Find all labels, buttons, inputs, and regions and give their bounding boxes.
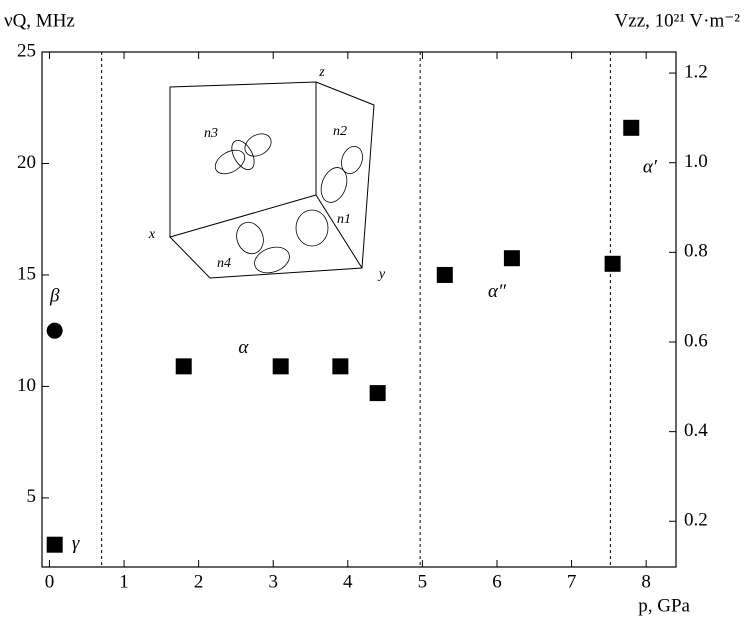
x-tick-label: 7: [567, 571, 577, 592]
x-tick-label: 5: [418, 571, 428, 592]
y-tick-label: 15: [17, 263, 36, 284]
point: [46, 536, 63, 553]
inset-box: [169, 81, 375, 279]
annotation: α: [238, 337, 249, 358]
inset-label: n1: [337, 212, 351, 227]
inset-diagram: [169, 81, 375, 279]
y2-tick-label: 0.6: [684, 330, 708, 351]
y2-tick-label: 1.0: [684, 151, 708, 172]
y2-tick-label: 1.2: [684, 61, 708, 82]
y-tick-label: 10: [17, 375, 36, 396]
orbitals: [214, 133, 363, 274]
point: [46, 322, 63, 339]
x-tick-label: 2: [194, 571, 204, 592]
y-tick-label: 20: [17, 152, 36, 173]
point: [272, 358, 289, 375]
point: [604, 255, 621, 272]
point: [623, 119, 640, 136]
y-axis-label: νQ, MHz: [4, 10, 75, 31]
point: [332, 358, 349, 375]
y2-tick-label: 0.2: [684, 510, 708, 531]
inset-label: n4: [217, 256, 231, 271]
point: [369, 385, 386, 402]
x-tick-label: 1: [119, 571, 129, 592]
point: [175, 358, 192, 375]
inset-label: n2: [333, 124, 347, 139]
inset-axis-label: x: [148, 227, 156, 242]
annotation: β: [49, 286, 60, 307]
annotation: γ: [72, 533, 80, 554]
x-tick-label: 8: [641, 571, 651, 592]
annotation: α′: [643, 156, 658, 177]
inset-axis-label: z: [318, 65, 325, 80]
annotation: α″: [488, 281, 507, 302]
inset-axis-label: y: [377, 267, 386, 282]
inset-label: n3: [204, 126, 218, 141]
y-tick-label: 25: [17, 40, 36, 61]
x-tick-label: 4: [343, 571, 353, 592]
point: [503, 250, 520, 267]
x-tick-label: 6: [492, 571, 502, 592]
plot-frame: [41, 51, 677, 568]
x-tick-label: 3: [268, 571, 278, 592]
y2-axis-label: Vzz, 10²¹ V·m⁻²: [615, 10, 741, 31]
y2-tick-label: 0.4: [684, 420, 708, 441]
point: [436, 266, 453, 283]
x-axis-label: p, GPa: [638, 595, 690, 616]
y2-tick-label: 0.8: [684, 241, 708, 262]
inset-box: [169, 81, 317, 237]
x-tick-label: 0: [45, 571, 55, 592]
y-tick-label: 5: [27, 486, 37, 507]
